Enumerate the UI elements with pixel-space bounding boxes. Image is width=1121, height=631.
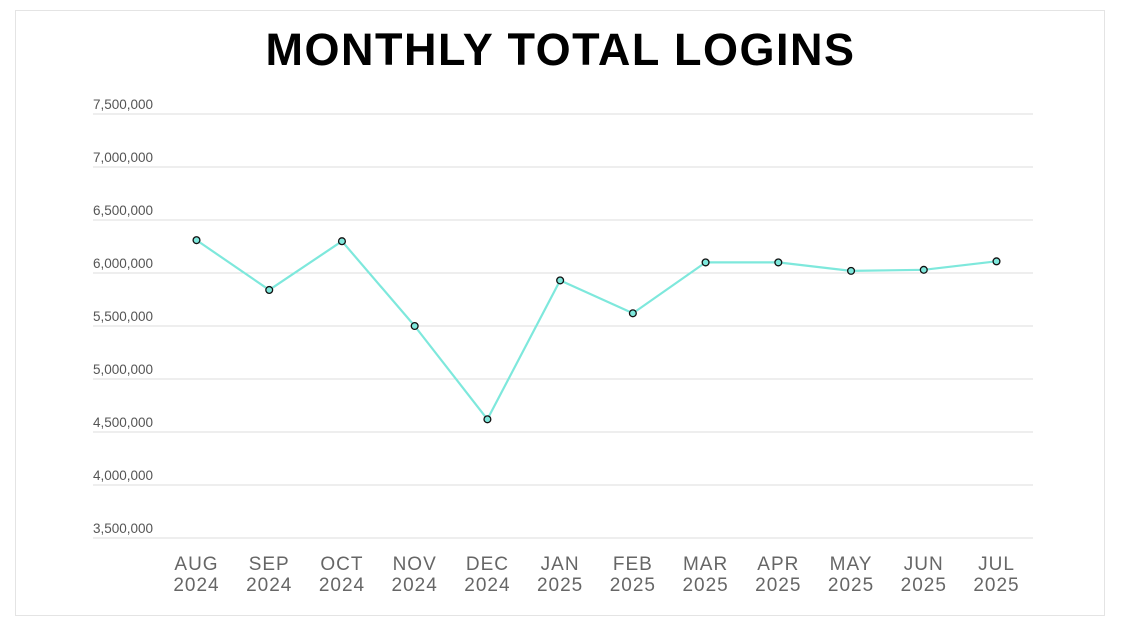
data-point[interactable] (337, 237, 347, 246)
data-point[interactable] (919, 265, 928, 274)
x-tick-label: APR 2025 (755, 554, 801, 596)
y-tick-label: 5,000,000 (93, 362, 153, 377)
data-point[interactable] (483, 415, 492, 424)
x-tick-label: JAN 2025 (537, 554, 583, 596)
x-tick-label: SEP 2024 (246, 554, 292, 596)
y-tick-label: 6,500,000 (93, 203, 153, 218)
x-axis-ticks: AUG 2024 SEP 2024 OCT 2024 NOV 2024 DEC 2024 JAN 20… (173, 554, 1019, 596)
x-tick-label: MAR 2025 (682, 554, 728, 596)
data-point[interactable] (410, 321, 419, 331)
data-point[interactable] (628, 309, 637, 318)
chart-title: MONTHLY TOTAL LOGINS (265, 24, 856, 75)
chart-frame (15, 10, 1105, 616)
series-group (192, 236, 1001, 424)
data-point[interactable] (774, 258, 783, 267)
x-tick-label: AUG 2024 (173, 554, 219, 596)
y-axis-ticks: 3,500,000 4,000,000 4,500,000 5,000,000 5,50… (93, 97, 153, 536)
y-tick-label: 7,500,000 (93, 97, 153, 112)
y-tick-label: 4,000,000 (93, 468, 153, 483)
gridlines (93, 113, 1033, 539)
data-point[interactable] (992, 257, 1001, 266)
x-tick-label: NOV 2024 (392, 554, 438, 596)
y-tick-label: 3,500,000 (93, 521, 153, 536)
y-tick-label: 5,500,000 (93, 309, 153, 324)
x-tick-label: FEB 2025 (610, 554, 656, 596)
data-point[interactable] (265, 285, 274, 295)
x-tick-label: JUL 2025 (973, 554, 1019, 596)
y-tick-label: 7,000,000 (93, 150, 153, 165)
data-point[interactable] (701, 258, 710, 267)
data-point[interactable] (556, 276, 565, 285)
y-tick-label: 4,500,000 (93, 415, 153, 430)
x-tick-label: MAY 2025 (828, 554, 874, 596)
y-tick-label: 6,000,000 (93, 256, 153, 271)
data-point[interactable] (192, 236, 201, 245)
data-point[interactable] (846, 266, 856, 275)
x-tick-label: DEC 2024 (464, 554, 510, 596)
x-tick-label: OCT 2024 (319, 554, 365, 596)
x-tick-label: JUN 2025 (901, 554, 947, 596)
series-line (195, 239, 997, 421)
